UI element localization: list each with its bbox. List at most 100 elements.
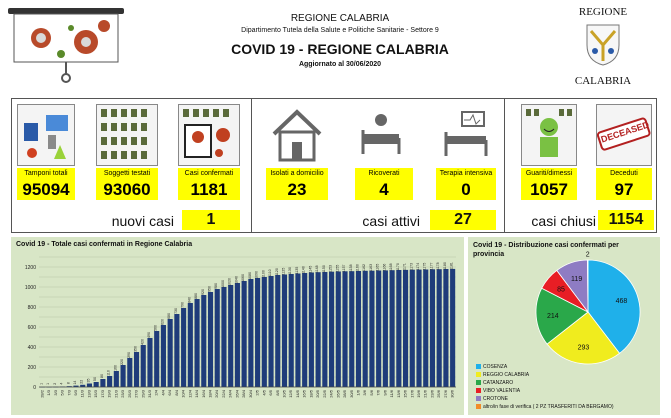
pie-slice [546,311,621,365]
bar-chart-data-label: 1080 [248,272,252,280]
updated-line: Aggiornato al 30/06/2020 [150,59,530,71]
bar-chart-y-tick: 400 [28,345,37,351]
bar-chart-x-tick: 8/5 [275,389,280,395]
bar-chart-bar [450,268,456,387]
bar-chart-data-label: 1060 [241,274,245,282]
bar-chart-bar [409,269,415,387]
pie-chart-title: Covid 19 - Distribuzione casi confermati… [473,242,619,258]
bar-chart-bar [349,271,355,387]
bar-chart-data-label: 1000 [221,280,225,288]
bar-chart-bar [73,385,79,387]
bar-chart-data-label: 1163 [369,264,373,272]
legend-swatch [476,380,481,386]
bar-chart-x-tick: 14/4 [194,389,199,398]
tamponi-label: Tamponi totali [17,168,75,180]
bar-chart-data-label: 290 [127,352,131,358]
bar-chart-y-tick: 1000 [25,285,36,291]
casi-chiusi-value: 1154 [598,210,654,230]
pie-legend-item: CROTONE [476,395,508,403]
bar-chart-bar [389,270,395,387]
bar-chart-bar [113,371,119,387]
bar-chart-data-label: 350 [134,346,138,352]
bar-chart-bar [127,358,133,387]
bar-chart-x-tick: 4/5 [261,389,266,395]
bar-chart-x-tick: 9/6 [382,389,387,395]
bar-chart-bar [302,273,308,387]
bar-chart-data-label: 620 [160,319,164,325]
bar-chart-data-label: 1166 [382,264,386,272]
bar-chart-bar [120,365,126,387]
pie-slice-label: 119 [571,276,582,283]
bar-chart-data-label: 1160 [355,264,359,272]
bar-chart-data-label: 1148 [315,265,319,273]
bar-chart-x-tick: 28/2 [39,389,44,398]
casi-attivi-value: 27 [430,210,496,230]
pie-legend-item: REGGIO CALABRIA [476,371,529,379]
bar-chart-data-label: 1145 [308,266,312,274]
bar-chart-data-label: 920 [201,289,205,295]
recovered-icon [521,104,577,166]
bar-chart-data-label: 1168 [389,263,393,271]
bar-chart-data-label: 1120 [275,268,279,276]
pie-slice [587,259,641,354]
bar-chart-x-tick: 19/6 [416,389,421,398]
bar-chart-data-label: 2 [53,383,57,385]
bar-chart-data-label: 220 [120,359,124,365]
pie-slice-label: 293 [578,345,590,352]
page-title: COVID 19 - REGIONE CALABRIA [231,41,449,57]
pie-legend: COSENZA REGGIO CALABRIA CATANZARO VIBO VALE… [476,363,658,413]
pie-slice [535,287,589,345]
bar-chart: 020040060080010001200128/211/323/345/387… [25,256,456,398]
bar-chart-bar [362,270,368,387]
bar-chart-bar [275,275,281,387]
bar-chart-data-label: 14 [73,381,77,385]
bar-chart-bar [295,273,301,387]
bar-chart-data-label: 880 [194,293,198,299]
bar-chart-x-tick: 15/6 [403,389,408,398]
bar-chart-data-label: 1157 [342,264,346,272]
soggetti-label: Soggetti testati [96,168,158,180]
confermati-value: 1181 [178,180,240,200]
bar-chart-bar [140,345,146,387]
bar-chart-data-label: 1020 [228,278,232,286]
bar-chart-bar [181,308,187,387]
bar-chart-data-label: 1173 [409,263,413,271]
bar-chart-x-tick: 20/5 [315,389,320,398]
stats-frame [11,98,657,233]
bar-chart-data-label: 1165 [376,264,380,272]
bar-chart-x-tick: 15/3 [93,389,98,398]
bar-chart-bar [281,274,288,387]
bar-chart-x-tick: 22/4 [221,389,226,398]
bar-chart-bar [241,281,247,387]
bar-chart-bar [228,285,234,387]
bar-chart-y-tick: 200 [28,365,37,371]
tamponi-value: 95094 [17,180,75,200]
region-name: REGIONE CALABRIA [290,13,390,24]
isolati-label: Isolati a domicilio [266,168,328,180]
pie-legend-item: altro/in fase di verifica ( 2 PZ TRASFER… [476,403,614,411]
bar-chart-data-label: 490 [147,332,151,338]
hospital-bed-icon [355,104,407,166]
bar-chart-data-label: 1100 [261,270,265,278]
bar-chart-x-tick: 26/5 [335,389,340,398]
bar-chart-x-tick: 28/5 [342,389,347,398]
home-isolation-icon [266,104,328,166]
pie-chart: 468 293 214 85 119 2 [535,252,641,365]
coat-of-arms-icon [586,24,620,66]
bar-chart-x-tick: 27/3 [134,389,139,398]
bar-chart-bar [160,325,166,387]
bar-chart-x-tick: 23/3 [120,389,125,398]
legend-label: CROTONE [483,396,508,402]
terapia-label: Terapia intensiva [436,168,496,180]
bar-chart-bar [288,274,294,387]
bar-chart-x-tick: 19/3 [107,389,112,398]
bar-chart-bar [382,270,388,387]
bar-chart-x-tick: 16/4 [201,389,206,398]
bar-chart-x-tick: 1/6 [355,389,360,395]
bar-chart-x-tick: 26/4 [234,389,239,398]
bar-chart-bar [86,383,92,387]
bar-chart-bar [214,289,220,387]
bar-chart-y-tick: 600 [28,325,37,331]
guariti-value: 1057 [521,180,577,200]
bar-chart-x-tick: 12/4 [187,389,192,398]
